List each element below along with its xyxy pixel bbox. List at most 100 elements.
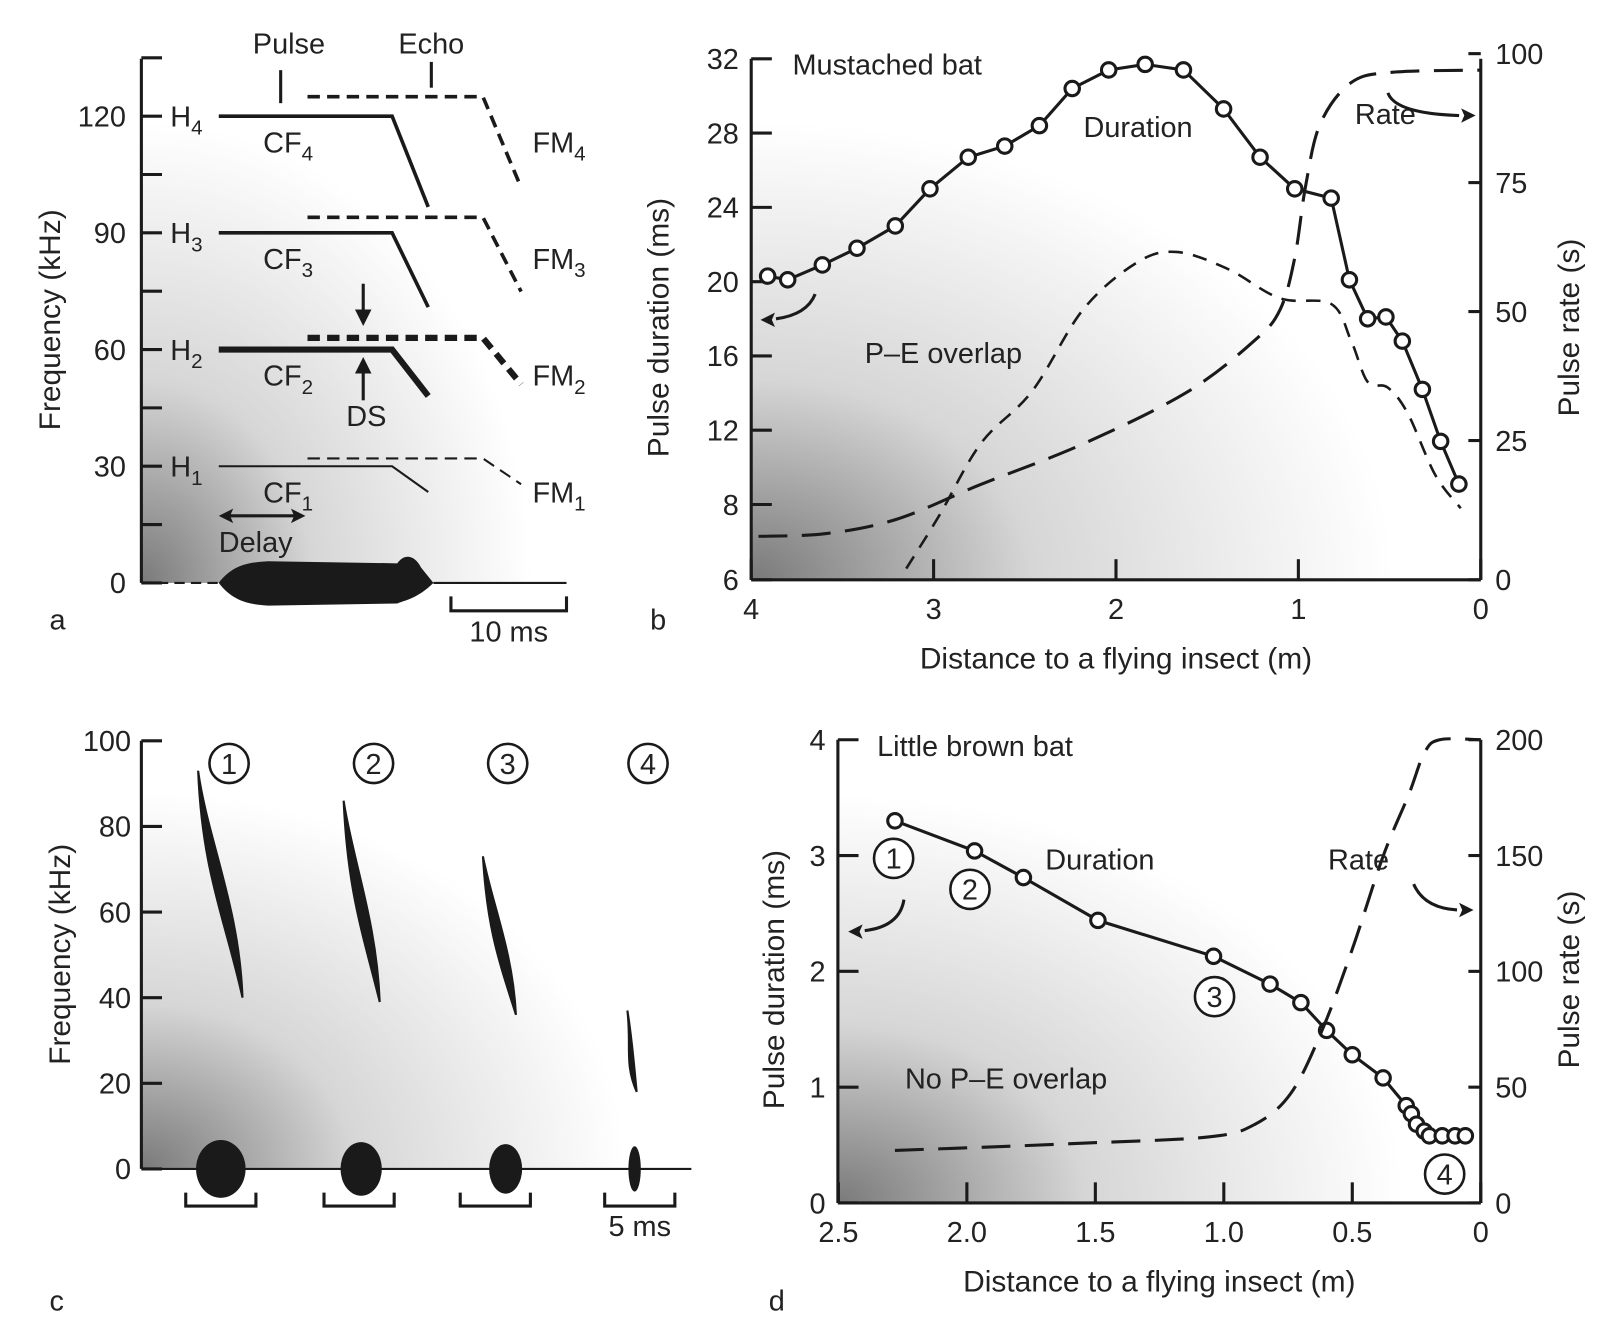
chart-title: Mustached bat — [792, 49, 981, 81]
left-tick-label: 12 — [707, 416, 739, 448]
series-duration-point — [1393, 332, 1412, 350]
time-scale-label: 5 ms — [608, 1211, 671, 1243]
series-duration-point — [1136, 55, 1154, 74]
harmonic-index: 2 — [191, 350, 202, 373]
right-tick-label: 50 — [1495, 1072, 1527, 1104]
x-tick-label: 4 — [743, 594, 759, 626]
series-duration-point — [1063, 79, 1081, 98]
arrowhead-icon — [1459, 902, 1474, 918]
marker-label: 1 — [221, 749, 237, 781]
series-duration-point — [1089, 911, 1107, 930]
fm-index: 4 — [574, 143, 585, 166]
left-tick-label: 0 — [809, 1188, 825, 1220]
series-duration-point — [1340, 271, 1359, 289]
call-number-1: 1 — [208, 742, 250, 785]
fm-index: 3 — [574, 259, 585, 282]
time-bracket — [603, 1192, 677, 1208]
chart-title: Little brown bat — [877, 731, 1073, 763]
marker-label: 3 — [1206, 982, 1222, 1014]
harmonic-label: H3 — [170, 218, 202, 256]
series-duration-point — [1431, 432, 1450, 451]
right-tick-label: 100 — [1495, 39, 1543, 71]
x-tick-label: 2.5 — [818, 1217, 858, 1249]
right-tick-label: 100 — [1495, 957, 1543, 989]
y-tick-label: 20 — [99, 1069, 131, 1101]
right-tick-label: 25 — [1495, 426, 1527, 458]
x-tick-label: 1 — [1290, 594, 1306, 626]
call-number-3: 3 — [486, 742, 529, 785]
x-axis-label: Distance to a flying insect (m) — [920, 643, 1312, 676]
y-tick-label: 0 — [110, 568, 126, 600]
call-number-4: 4 — [627, 742, 669, 785]
right-tick-label: 200 — [1495, 725, 1543, 757]
cf-index: 4 — [302, 143, 313, 166]
arrowhead-icon — [848, 924, 863, 939]
fm-index: 2 — [574, 376, 585, 399]
series-duration-point — [886, 217, 905, 235]
call-envelope-1 — [196, 1140, 246, 1198]
y2-axis-label: Pulse rate (s) — [1553, 239, 1586, 417]
y-tick-label: 60 — [94, 335, 126, 367]
cf-label: CF1 — [263, 477, 313, 515]
left-tick-label: 24 — [707, 193, 739, 225]
marker-label: 3 — [500, 749, 516, 781]
series-duration-point — [1174, 61, 1193, 79]
cf-letters: CF — [263, 244, 302, 276]
arrowhead-icon — [354, 356, 372, 374]
fm-label: FM4 — [532, 127, 585, 165]
series-duration-point — [1030, 116, 1049, 135]
fm-index: 1 — [574, 493, 585, 516]
time-bracket — [322, 1192, 396, 1208]
pulse-harmonic-line — [218, 346, 431, 398]
rate-annotation: Rate — [1355, 99, 1416, 131]
fm-letters: FM — [532, 127, 574, 159]
left-tick-label: 20 — [707, 267, 739, 299]
marker-circle — [872, 837, 915, 880]
pulse-harmonic-line — [218, 114, 430, 208]
x-axis-label: Distance to a flying insect (m) — [963, 1266, 1355, 1299]
time-scale-bar — [449, 596, 569, 613]
arrowhead-icon — [218, 508, 234, 524]
fm-label: FM3 — [532, 244, 585, 282]
marker-circle — [1193, 975, 1236, 1018]
marker-circle — [627, 742, 669, 785]
series-rate-curve — [894, 737, 1481, 1152]
series-duration-point — [1292, 993, 1310, 1012]
left-tick-label: 2 — [809, 957, 825, 989]
cf-label: CF4 — [263, 127, 313, 165]
echo-harmonic-line — [307, 457, 522, 486]
x-tick-label: 0 — [1473, 594, 1489, 626]
time-bracket — [458, 1192, 532, 1208]
echo-harmonic-line — [307, 94, 523, 189]
call-spectrogram-3 — [481, 856, 517, 1016]
harmonic-letter: H — [170, 218, 191, 250]
arrowhead-icon — [354, 309, 372, 327]
marker-label: 1 — [886, 844, 902, 876]
call-marker-3: 3 — [1193, 975, 1236, 1018]
harmonic-label: H4 — [170, 101, 202, 139]
rate-axis-arrow — [1386, 92, 1460, 118]
marker-circle — [949, 868, 991, 911]
pulse-harmonic-line — [218, 465, 429, 493]
y2-axis-label: Pulse rate (s) — [1553, 891, 1586, 1069]
delay-label: Delay — [219, 527, 293, 559]
cf-label: CF3 — [263, 244, 313, 282]
cf-letters: CF — [263, 477, 302, 509]
y-axis-label: Frequency (kHz) — [44, 844, 77, 1065]
series-duration-point — [1374, 1069, 1392, 1087]
x-tick-label: 2.0 — [947, 1217, 987, 1249]
call-envelope-4 — [628, 1146, 641, 1192]
panel-letter-b: b — [650, 604, 666, 636]
x-tick-label: 0 — [1473, 1217, 1489, 1249]
x-tick-label: 1.0 — [1204, 1217, 1244, 1249]
fm-letters: FM — [532, 244, 574, 276]
call-envelope-3 — [489, 1144, 523, 1194]
harmonic-label: H2 — [170, 335, 202, 373]
right-tick-label: 150 — [1495, 841, 1543, 873]
series-duration-point — [778, 271, 797, 289]
panel-letter-d: d — [769, 1285, 785, 1317]
series-duration-point — [1014, 868, 1033, 887]
left-tick-label: 32 — [707, 44, 739, 76]
